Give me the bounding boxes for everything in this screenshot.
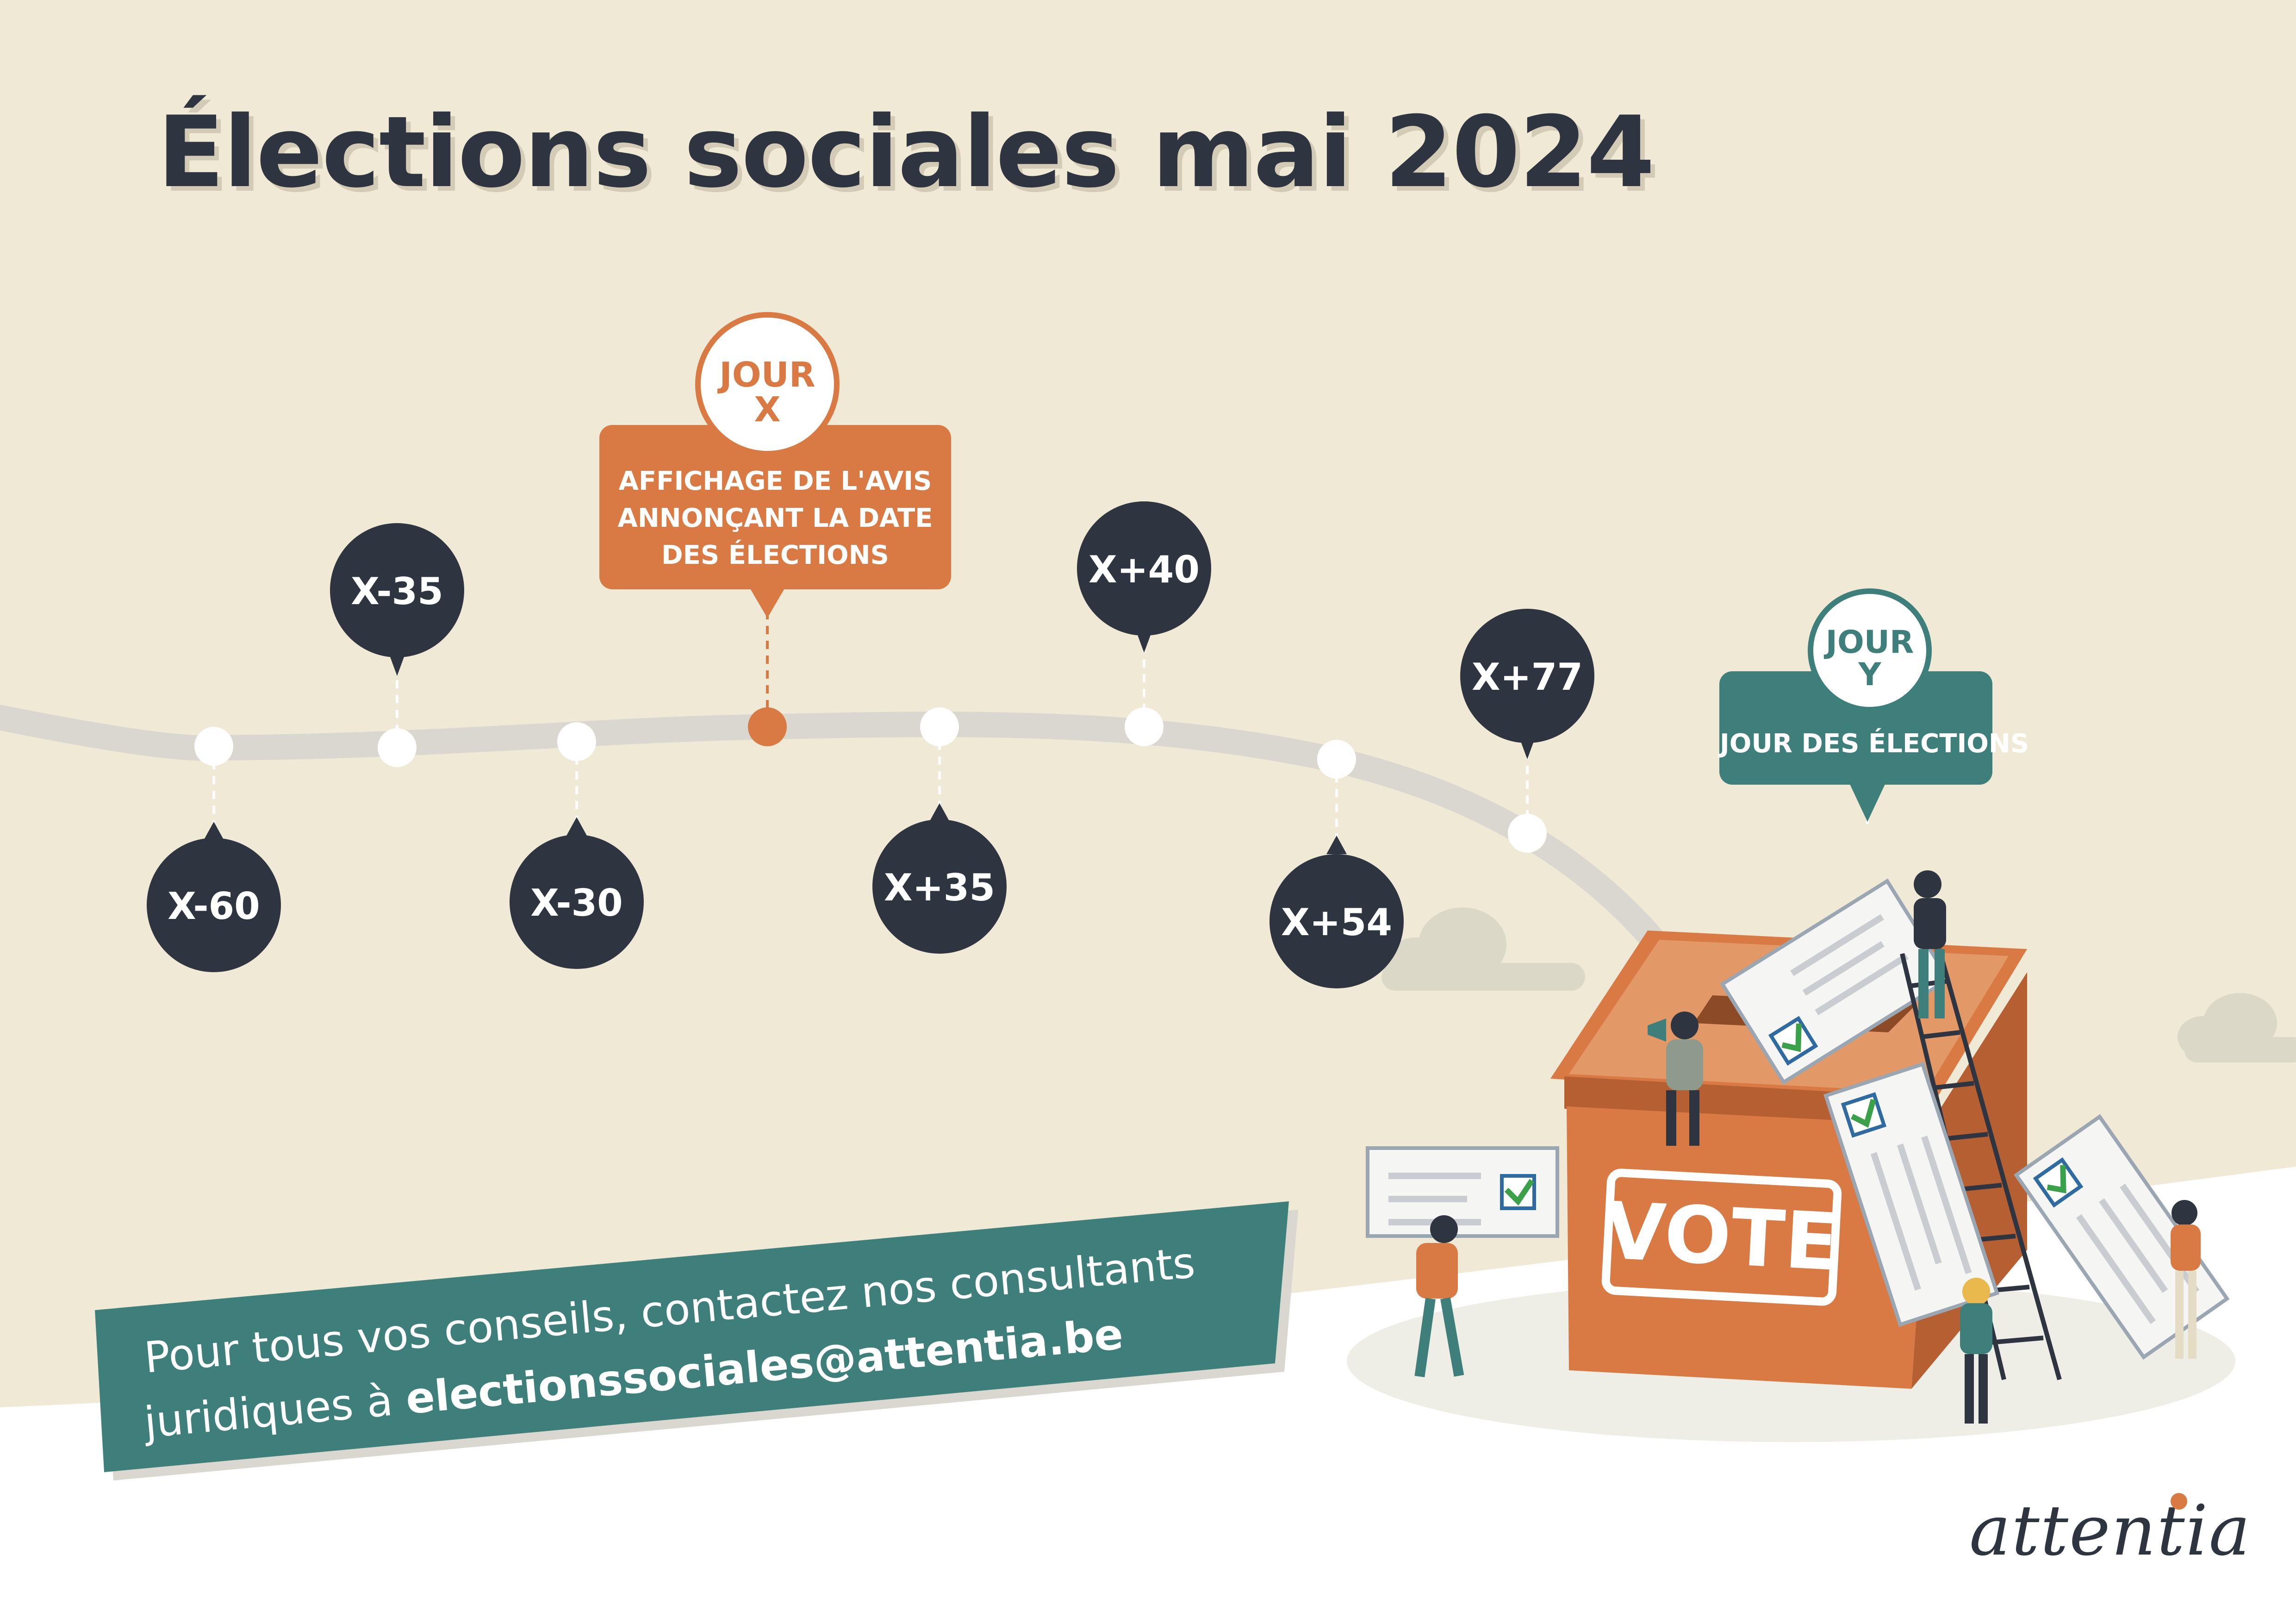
jour-y-caption: JOUR DES ÉLECTIONS <box>1718 728 2029 759</box>
marker-label: X+54 <box>1281 901 1392 944</box>
timeline-dot <box>1125 707 1164 746</box>
jour-y-badge-line2: Y <box>1858 656 1881 693</box>
marker-label: X-60 <box>168 885 260 928</box>
jour-x-badge-line2: X <box>754 390 780 430</box>
marker-x-35: X-35 <box>330 523 464 676</box>
jour-y-badge <box>1808 588 1932 712</box>
marker-x-30: X-30 <box>510 817 644 969</box>
marker-label: X+35 <box>884 866 995 909</box>
ballot-box-illustration: VOTE <box>1347 870 2235 1442</box>
marker-label: X-30 <box>530 881 623 924</box>
marker-x+54: X+54 <box>1269 836 1404 988</box>
marker-x+77: X+77 <box>1460 609 1594 759</box>
marker-x-60: X-60 <box>147 822 281 972</box>
page-title: Élections sociales mai 2024 <box>157 95 1655 209</box>
marker-label: X-35 <box>351 570 443 613</box>
marker-label: X+40 <box>1089 548 1200 591</box>
jour-x-callout: AFFICHAGE DE L'AVIS ANNONÇANT LA DATE DE… <box>599 312 951 618</box>
timeline-dot <box>557 722 596 761</box>
timeline-dot <box>1508 814 1547 853</box>
timeline-dots <box>194 707 1547 853</box>
timeline-dot <box>378 728 417 767</box>
jour-x-caption-line3: DES ÉLECTIONS <box>661 540 889 570</box>
marker-x+35: X+35 <box>872 803 1007 954</box>
vote-label: VOTE <box>1603 1185 1841 1289</box>
timeline-dot <box>920 707 959 746</box>
jour-x-badge-line1: JOUR <box>717 355 815 395</box>
timeline-dot <box>194 727 233 766</box>
cloud-icon <box>2178 993 2296 1062</box>
logo-dot <box>2171 1493 2187 1510</box>
cloud-icon <box>1381 907 1585 991</box>
jour-x-caption-line1: AFFICHAGE DE L'AVIS <box>619 466 932 496</box>
timeline-dot <box>1317 740 1356 779</box>
marker-x+40: X+40 <box>1077 501 1211 653</box>
jour-x-caption-line2: ANNONÇANT LA DATE <box>618 503 933 533</box>
jour-y-callout: JOUR DES ÉLECTIONS JOUR Y <box>1718 588 2029 822</box>
jour-x-badge <box>695 312 840 456</box>
jour-x-dot <box>748 707 787 746</box>
attentia-logo: attentia <box>1969 1491 2252 1571</box>
marker-label: X+77 <box>1472 656 1583 699</box>
jour-y-badge-line1: JOUR <box>1824 624 1914 661</box>
